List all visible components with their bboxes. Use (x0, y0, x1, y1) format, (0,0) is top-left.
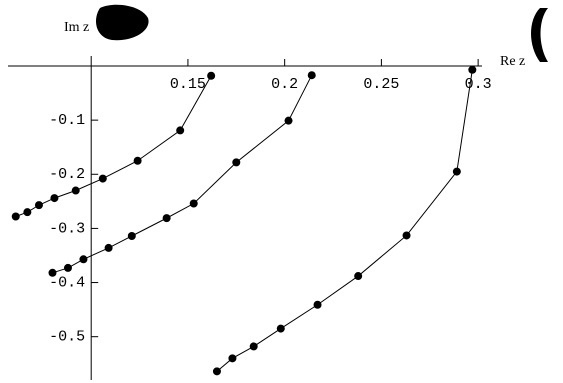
point (127, 231, 136, 240)
point (176, 126, 185, 135)
glyph-blob (96, 4, 149, 41)
point (71, 186, 80, 195)
y-tick-label: -0.1 (49, 112, 85, 129)
point (104, 243, 113, 252)
point (228, 354, 237, 363)
series-line (216, 69, 473, 372)
point (468, 65, 477, 74)
y-tick-label: -0.3 (49, 220, 85, 237)
x-tick-label: 0.15 (170, 76, 206, 93)
point (452, 167, 461, 176)
glyph-blob (531, 8, 548, 62)
point (98, 174, 107, 183)
point (212, 367, 221, 376)
point (232, 158, 241, 167)
series-line (15, 75, 212, 217)
point (133, 156, 142, 165)
point (307, 71, 316, 80)
point (23, 208, 32, 217)
point (48, 268, 57, 277)
x-tick-label: 0.3 (465, 76, 492, 93)
y-tick-label: -0.5 (49, 329, 85, 346)
y-tick-label: -0.2 (49, 166, 85, 183)
point (79, 255, 88, 264)
point (207, 71, 216, 80)
point (189, 199, 198, 208)
series-line (52, 74, 313, 274)
point (34, 201, 43, 210)
point (284, 116, 293, 125)
x-axis-title: Re z (500, 54, 525, 69)
y-tick-label: -0.4 (49, 275, 85, 292)
x-tick-label: 0.25 (363, 76, 399, 93)
x-tick-label: 0.2 (271, 76, 298, 93)
point (402, 231, 411, 240)
point (50, 194, 59, 203)
y-axis-title: Im z (64, 20, 89, 35)
point (63, 263, 72, 272)
point (276, 324, 285, 333)
point (11, 212, 20, 221)
point (313, 300, 322, 309)
point (354, 272, 363, 281)
point (162, 214, 171, 223)
point (249, 342, 258, 351)
